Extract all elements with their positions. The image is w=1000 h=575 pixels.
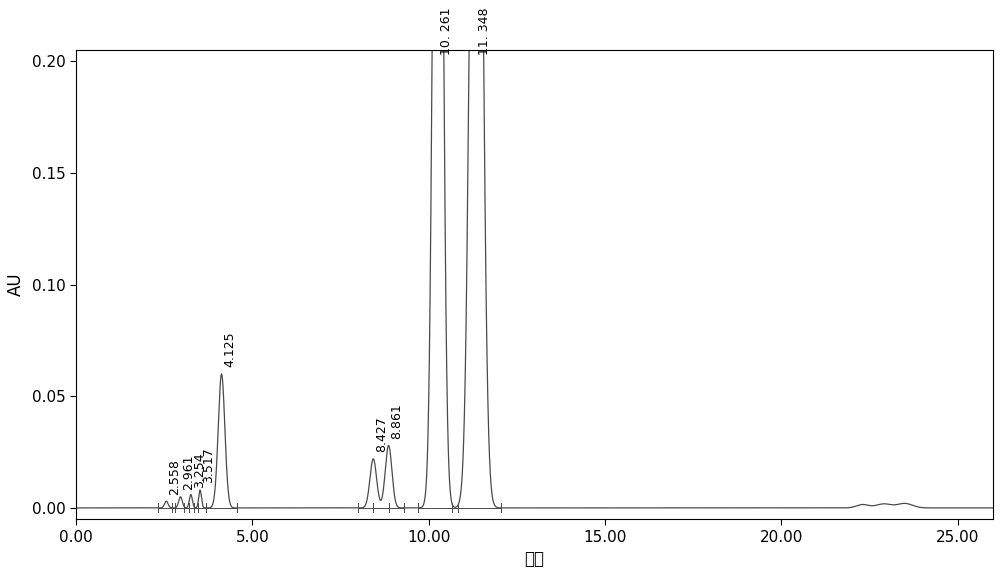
Text: 11. 348: 11. 348: [478, 7, 491, 55]
Text: 4.125: 4.125: [223, 332, 236, 367]
Text: 3.517: 3.517: [202, 447, 215, 484]
Y-axis label: AU: AU: [7, 273, 25, 297]
Text: 8.427: 8.427: [375, 416, 388, 452]
Text: 3.254: 3.254: [193, 452, 206, 488]
Text: 10. 261: 10. 261: [440, 7, 453, 55]
Text: 2.961: 2.961: [182, 455, 195, 490]
X-axis label: 分钟: 分钟: [525, 550, 545, 568]
Text: 2.558: 2.558: [168, 459, 181, 494]
Text: 8.861: 8.861: [390, 403, 403, 439]
